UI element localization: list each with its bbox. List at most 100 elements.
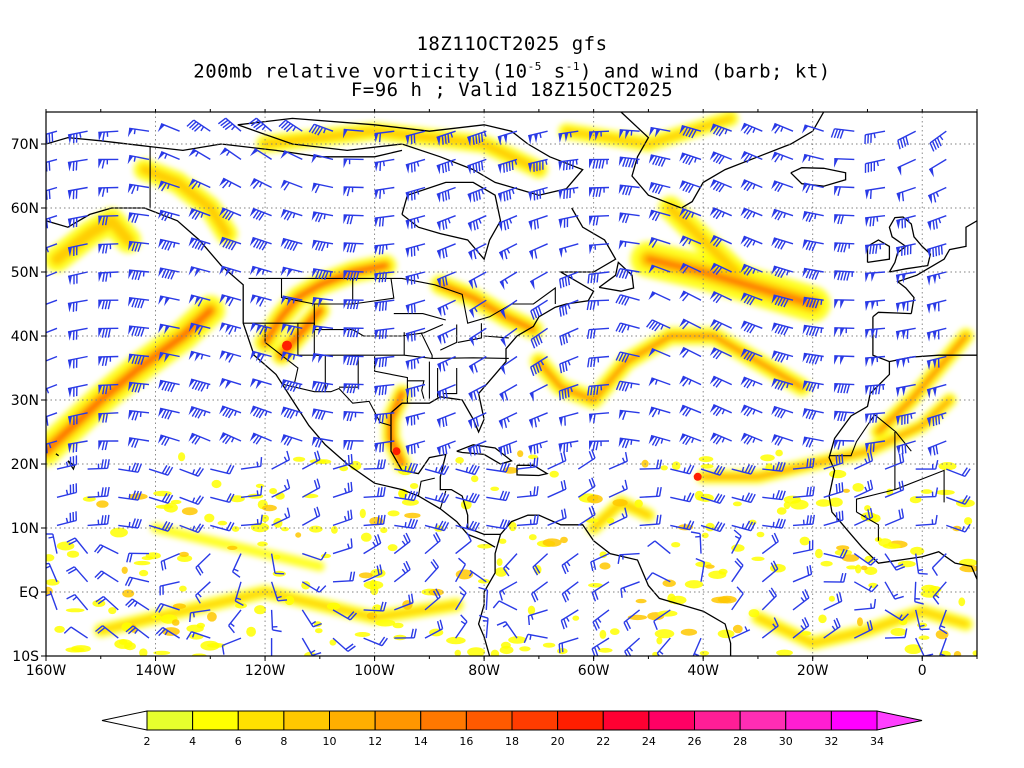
wind-barb: [618, 184, 640, 196]
wind-barb: [66, 537, 89, 555]
wind-barb: [311, 239, 334, 252]
wind-barb: [690, 531, 702, 554]
vorticity-speckle: [864, 505, 871, 512]
wind-barb: [270, 638, 273, 656]
wind-barb: [926, 355, 947, 371]
wind-barb: [679, 180, 702, 194]
wind-barb: [761, 587, 777, 611]
wind-barb: [700, 493, 726, 504]
wind-barb: [740, 179, 763, 192]
wind-barb: [394, 628, 417, 639]
wind-barb: [280, 351, 303, 363]
vorticity-speckle: [257, 541, 268, 547]
vorticity-speckle: [890, 628, 907, 636]
wind-barb: [802, 324, 824, 337]
wind-barb: [219, 265, 242, 277]
vorticity-speckle: [662, 579, 676, 587]
colorbar-swatch: [283, 710, 331, 731]
wind-barb: [709, 375, 732, 388]
wind-barb: [740, 432, 763, 445]
vorticity-speckle: [748, 609, 760, 618]
wind-barb: [623, 609, 641, 632]
wind-barb: [865, 215, 886, 227]
vorticity-speckle: [783, 501, 791, 510]
wind-barb: [896, 215, 916, 230]
wind-barb: [125, 625, 150, 639]
vorticity-speckle: [671, 461, 681, 471]
wind-barb: [311, 380, 334, 393]
wind-barb: [740, 235, 763, 248]
vorticity-speckle: [284, 595, 295, 606]
wind-barb: [393, 560, 411, 583]
wind-barb: [67, 215, 88, 229]
wind-barb: [63, 626, 88, 639]
wind-barb: [394, 518, 419, 529]
coastline: [55, 453, 59, 457]
wind-barb: [301, 581, 327, 593]
wind-barb: [499, 271, 518, 291]
wind-barb: [588, 215, 610, 226]
vorticity-speckle: [882, 543, 901, 549]
wind-barb: [527, 609, 548, 626]
wind-barb: [188, 406, 211, 419]
wind-barb: [157, 123, 180, 133]
wind-barb: [618, 409, 640, 421]
wind-barb: [854, 451, 874, 470]
vorticity-speckle: [375, 619, 396, 627]
colorbar-swatch: [192, 710, 239, 731]
colorbar-swatch: [694, 710, 741, 731]
map-axes: 160W 140W 120W 100W 80W 60W 40W 20W 0 70N 60N 50N 40…: [11, 109, 978, 679]
wind-barb: [342, 128, 364, 139]
vorticity-speckle: [519, 646, 531, 652]
wind-barb: [332, 609, 358, 621]
lon-tick-label: 160W: [26, 663, 67, 679]
wind-barb: [577, 505, 596, 526]
wind-barb: [731, 586, 744, 611]
wind-barb: [695, 557, 706, 582]
wind-barb: [771, 405, 794, 419]
wind-barb: [424, 464, 450, 476]
wind-barb: [98, 243, 119, 254]
wind-barb: [740, 122, 763, 135]
vorticity-speckle: [818, 614, 827, 624]
wind-barb: [823, 617, 841, 639]
vorticity-speckle: [326, 602, 341, 610]
wind-barb: [374, 215, 395, 228]
vorticity-speckle: [598, 647, 613, 653]
wind-barb: [884, 508, 905, 527]
wind-barb: [833, 383, 855, 394]
vorticity-speckle: [528, 454, 538, 460]
wind-barb: [523, 633, 548, 644]
vorticity-speckle: [660, 465, 668, 471]
wind-barb: [670, 520, 695, 531]
wind-barb: [834, 158, 855, 168]
wind-barb: [188, 208, 211, 220]
wind-barb: [771, 208, 794, 221]
wind-barb: [271, 479, 291, 498]
wind-barb: [561, 581, 579, 603]
wind-barb: [249, 405, 272, 419]
wind-barb: [249, 177, 272, 189]
wind-barb: [938, 609, 948, 635]
wind-barb: [160, 552, 180, 571]
vorticity-speckle: [705, 564, 715, 569]
vorticity-speckle: [191, 653, 207, 656]
wind-barb: [915, 609, 930, 631]
wind-barb: [343, 355, 364, 366]
wind-barb: [653, 609, 671, 631]
wind-barb: [302, 551, 327, 561]
wind-barb: [884, 581, 904, 600]
wind-barb: [771, 322, 794, 336]
vorticity-band: [702, 399, 951, 478]
wind-barb: [468, 569, 487, 583]
vorticity-speckle: [528, 534, 537, 541]
title-field-suffix: ) and wind (barb; kt): [579, 60, 831, 83]
wind-barb: [424, 588, 441, 611]
wind-barb: [128, 410, 150, 421]
wind-barb: [127, 212, 150, 224]
wind-barb: [363, 534, 382, 555]
wind-barb: [561, 553, 579, 575]
coastline: [46, 207, 496, 548]
lon-tick-label: 60W: [578, 663, 610, 679]
wind-barb: [853, 620, 873, 639]
